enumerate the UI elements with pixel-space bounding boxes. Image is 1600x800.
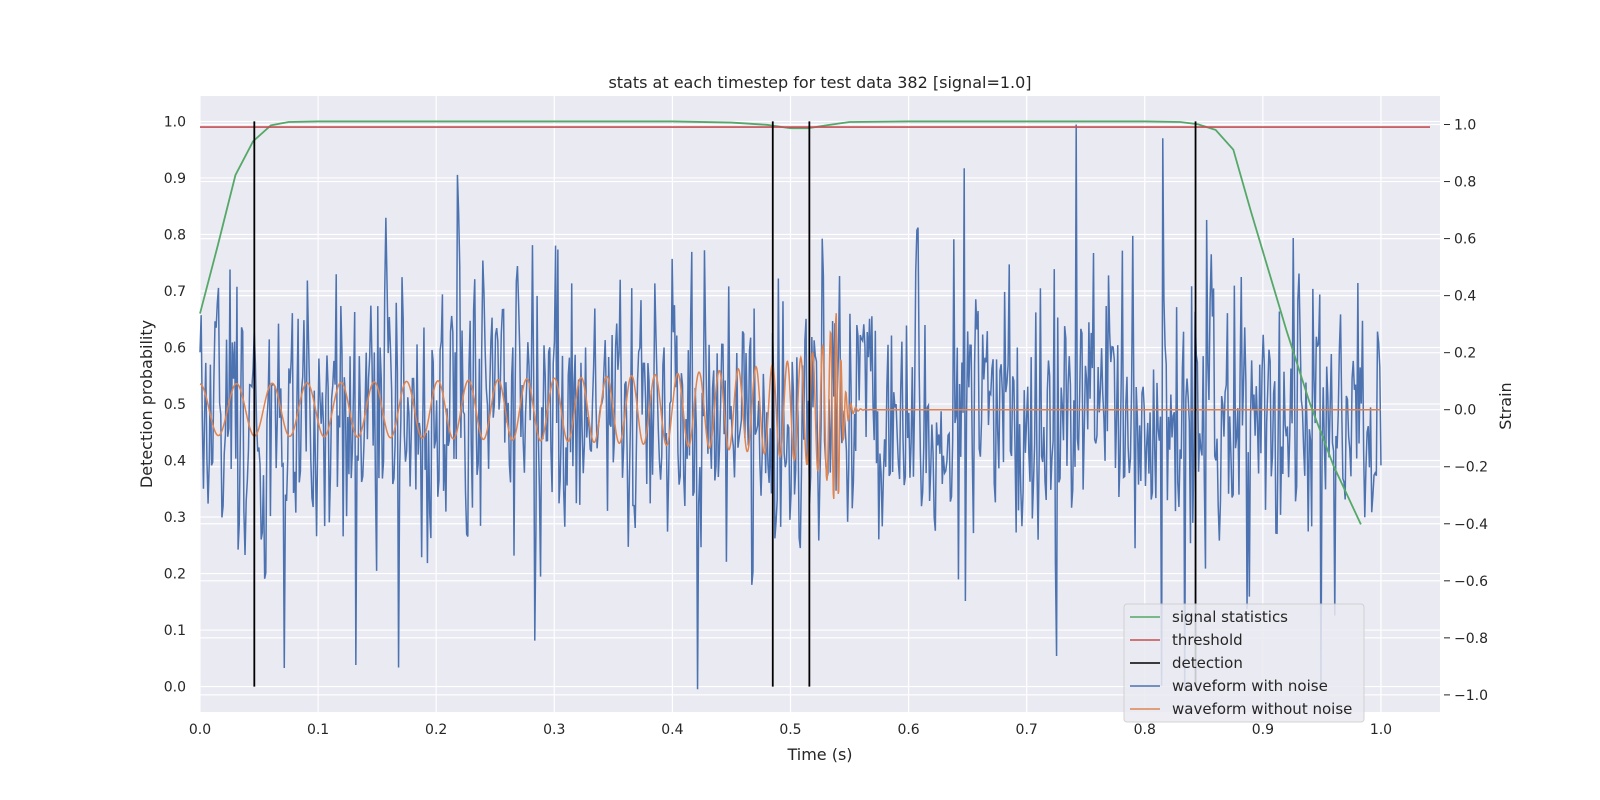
left-y-tick-label: 1.0 (164, 114, 186, 130)
x-tick-label: 0.2 (425, 722, 447, 738)
right-y-tick-label: −1.0 (1454, 688, 1488, 704)
x-axis-label: Time (s) (786, 745, 852, 764)
left-y-axis-label: Detection probability (137, 320, 156, 488)
left-y-tick-label: 0.9 (164, 171, 186, 187)
right-y-tick-label: 0.6 (1454, 232, 1476, 248)
right-y-tick-label: −0.8 (1454, 631, 1488, 647)
left-y-axis-ticks: 0.0 0.1 0.2 0.3 0.4 0.5 0.6 0.7 0.8 0.9 1.0 (164, 114, 186, 695)
right-y-tick-label: 1.0 (1454, 118, 1476, 134)
legend-label-detection: detection (1172, 654, 1243, 672)
left-y-tick-label: 0.5 (164, 397, 186, 413)
right-y-axis-label: Strain (1496, 382, 1515, 429)
left-y-tick-label: 0.2 (164, 567, 186, 583)
series-waveform-without-noise (199, 313, 1381, 499)
right-y-tick-label: 0.8 (1454, 175, 1476, 191)
series-layer (199, 120, 1430, 690)
legend: signal statistics threshold detection wa… (1123, 603, 1365, 723)
legend-label-waveform-without-noise: waveform without noise (1172, 700, 1352, 718)
right-y-tick-label: 0.4 (1454, 289, 1476, 305)
chart-title: stats at each timestep for test data 382… (608, 73, 1031, 92)
series-waveform-with-noise (199, 124, 1382, 690)
series-signal-statistics (199, 120, 1362, 525)
left-y-tick-label: 0.1 (164, 623, 186, 639)
x-axis-ticks: 0.0 0.1 0.2 0.3 0.4 0.5 0.6 0.7 0.8 0.9 1.0 (189, 722, 1392, 738)
left-y-tick-label: 0.0 (164, 680, 186, 696)
left-y-tick-label: 0.6 (164, 340, 186, 356)
right-y-tick-label: 0.2 (1454, 346, 1476, 362)
right-y-tick-label: −0.2 (1454, 460, 1488, 476)
x-tick-label: 0.9 (1252, 722, 1274, 738)
right-y-tick-label: −0.4 (1454, 517, 1488, 533)
x-tick-label: 0.4 (661, 722, 683, 738)
x-tick-label: 0.6 (897, 722, 919, 738)
x-tick-label: 0.8 (1134, 722, 1156, 738)
x-tick-label: 0.5 (779, 722, 801, 738)
left-y-tick-label: 0.3 (164, 510, 186, 526)
legend-label-signal-statistics: signal statistics (1172, 608, 1288, 626)
x-tick-label: 1.0 (1370, 722, 1392, 738)
right-y-tick-label: −0.6 (1454, 574, 1488, 590)
right-y-axis-ticks: −1.0 −0.8 −0.6 −0.4 −0.2 0.0 0.2 0.4 0.6 0.8 1.0 (1444, 118, 1488, 704)
x-tick-label: 0.1 (307, 722, 329, 738)
legend-box (1123, 603, 1365, 723)
left-y-tick-label: 0.4 (164, 454, 186, 470)
left-y-tick-label: 0.7 (164, 284, 186, 300)
right-y-tick-label: 0.0 (1454, 403, 1476, 419)
left-y-tick-label: 0.8 (164, 227, 186, 243)
x-tick-label: 0.7 (1016, 722, 1038, 738)
legend-label-threshold: threshold (1172, 631, 1243, 649)
x-tick-label: 0.3 (543, 722, 565, 738)
x-tick-label: 0.0 (189, 722, 211, 738)
legend-label-waveform-with-noise: waveform with noise (1172, 677, 1328, 695)
